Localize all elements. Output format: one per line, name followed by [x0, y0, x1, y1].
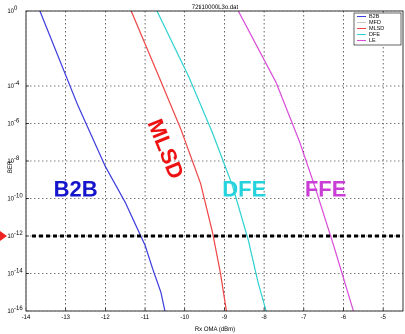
y-tick-exponent: -10 [14, 194, 23, 200]
y-tick-exponent: -4 [14, 81, 20, 87]
x-axis-label: Rx OMA (dBm) [195, 327, 235, 333]
y-tick-label: 10 [7, 122, 14, 128]
x-tick-label: -5 [380, 315, 386, 321]
x-tick-label: -9 [222, 315, 228, 321]
annotation-dfe: DFE [222, 177, 266, 202]
y-axis-label: BER [8, 160, 14, 173]
series-dfe-line [156, 10, 267, 312]
plot-area: -14 -13 -12 -11 -10 -9 -8 -7 -6 -510 010 -410 -610 -8… [0, 6, 404, 321]
y-tick-exponent: -6 [14, 119, 20, 125]
y-tick-exponent: -16 [14, 306, 23, 312]
y-tick-label: 10 [7, 309, 14, 315]
legend-label-dfe: DFE [369, 32, 380, 38]
y-tick-label: 10 [7, 84, 14, 90]
y-tick-label: 10 [7, 234, 14, 240]
legend-label-le: LE [369, 38, 376, 44]
legend-box [353, 12, 402, 46]
x-tick-label: -8 [261, 315, 267, 321]
axes-frame [25, 10, 404, 312]
x-tick-label: -13 [61, 315, 70, 321]
y-tick-exponent: -8 [14, 156, 20, 162]
y-tick-exponent: 0 [14, 6, 18, 12]
x-tick-label: -12 [101, 315, 110, 321]
annotation-b2b: B2B [54, 177, 98, 202]
y-tick-label: 10 [7, 9, 14, 15]
x-tick-label: -14 [22, 315, 31, 321]
legend-label-mfd: MFD [369, 20, 381, 26]
annotation-ffe: FFE [305, 177, 347, 202]
y-tick-label: 10 [7, 159, 14, 165]
y-tick-label: 10 [7, 197, 14, 203]
y-tick-label: 10 [7, 272, 14, 278]
chart-title: 72ti10000L3o.dat [192, 5, 239, 11]
series-le-line [237, 10, 354, 312]
legend-label-mlsd: MLSD [369, 26, 384, 32]
y-tick-exponent: -12 [14, 231, 23, 237]
x-tick-label: -7 [301, 315, 307, 321]
series-b2b-line [39, 10, 166, 312]
series-mlsd-line [130, 10, 227, 312]
threshold-arrow-marker [0, 231, 7, 241]
x-tick-label: -11 [141, 315, 150, 321]
legend-label-b2b: B2B [369, 14, 380, 20]
y-tick-exponent: -14 [14, 269, 23, 275]
x-tick-label: -10 [180, 315, 189, 321]
x-tick-label: -6 [341, 315, 347, 321]
